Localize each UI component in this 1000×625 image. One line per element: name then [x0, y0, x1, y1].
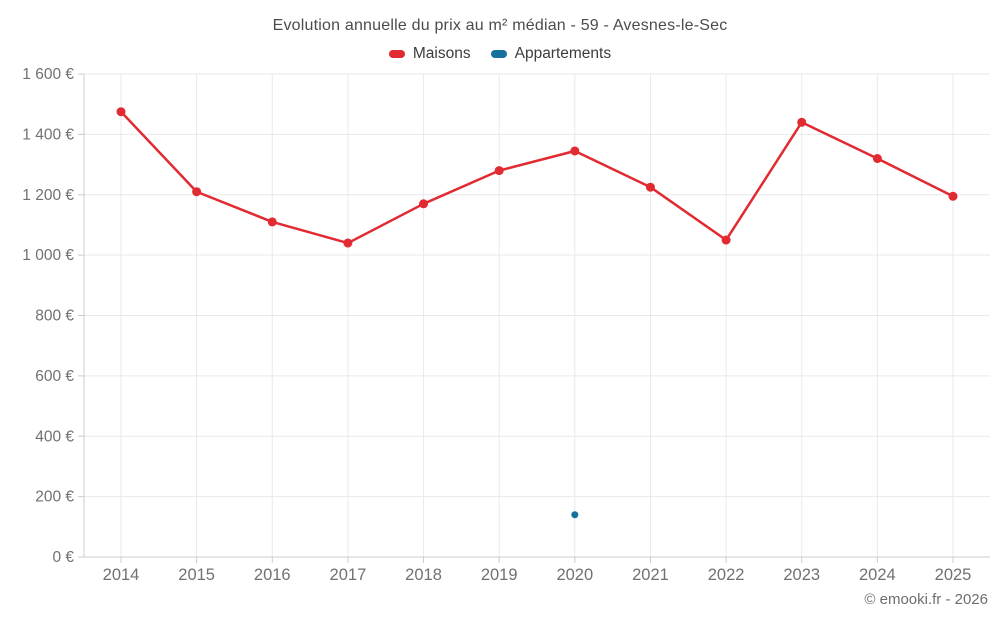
series-line-maisons: [119, 110, 955, 245]
data-point-maisons-2015[interactable]: [192, 187, 202, 197]
y-tick-label: 1 200 €: [22, 187, 74, 204]
x-tick-label: 2017: [330, 566, 367, 584]
data-point-maisons-2017[interactable]: [343, 238, 353, 248]
legend-label-appartements: Appartements: [514, 45, 612, 62]
data-point-maisons-2024[interactable]: [872, 154, 882, 164]
data-point-appartements-2020[interactable]: [571, 511, 579, 519]
data-point-maisons-2019[interactable]: [494, 166, 504, 176]
maisons-series-swatch-icon: [388, 50, 405, 58]
y-tick-label: 0 €: [52, 549, 74, 566]
legend: Maisons Appartements: [0, 45, 1000, 63]
data-point-maisons-2018[interactable]: [419, 199, 429, 209]
data-point-maisons-2020[interactable]: [570, 146, 580, 156]
x-tick-label: 2021: [632, 566, 669, 584]
x-tick-label: 2018: [405, 566, 442, 584]
x-tick-label: 2022: [708, 566, 745, 584]
data-point-maisons-2025[interactable]: [948, 191, 958, 201]
data-point-maisons-2014[interactable]: [116, 107, 126, 117]
legend-item-maisons[interactable]: Maisons: [388, 45, 471, 63]
data-point-maisons-2021[interactable]: [645, 182, 655, 192]
y-tick-label: 1 400 €: [22, 126, 74, 143]
x-tick-label: 2015: [178, 566, 215, 584]
appartements-series-swatch-icon: [490, 50, 507, 58]
x-tick-label: 2020: [556, 566, 593, 584]
copyright: © emooki.fr - 2026: [864, 591, 988, 608]
legend-label-maisons: Maisons: [412, 45, 471, 62]
legend-item-appartements[interactable]: Appartements: [490, 45, 612, 63]
x-tick-label: 2019: [481, 566, 518, 584]
x-tick-label: 2014: [103, 566, 140, 584]
data-point-maisons-2016[interactable]: [267, 217, 277, 227]
x-tick-label: 2024: [859, 566, 896, 584]
y-tick-label: 400 €: [35, 428, 74, 445]
y-tick-label: 200 €: [35, 489, 74, 506]
data-point-maisons-2023[interactable]: [797, 117, 807, 127]
chart-title: Evolution annuelle du prix au m² médian …: [272, 17, 728, 34]
y-tick-label: 800 €: [35, 308, 74, 325]
y-tick-label: 1 000 €: [22, 247, 74, 264]
data-point-maisons-2022[interactable]: [721, 235, 731, 245]
x-tick-label: 2025: [935, 566, 972, 584]
y-tick-label: 600 €: [35, 368, 74, 385]
x-tick-label: 2016: [254, 566, 291, 584]
x-tick-label: 2023: [783, 566, 820, 584]
y-tick-label: 1 600 €: [22, 66, 74, 83]
